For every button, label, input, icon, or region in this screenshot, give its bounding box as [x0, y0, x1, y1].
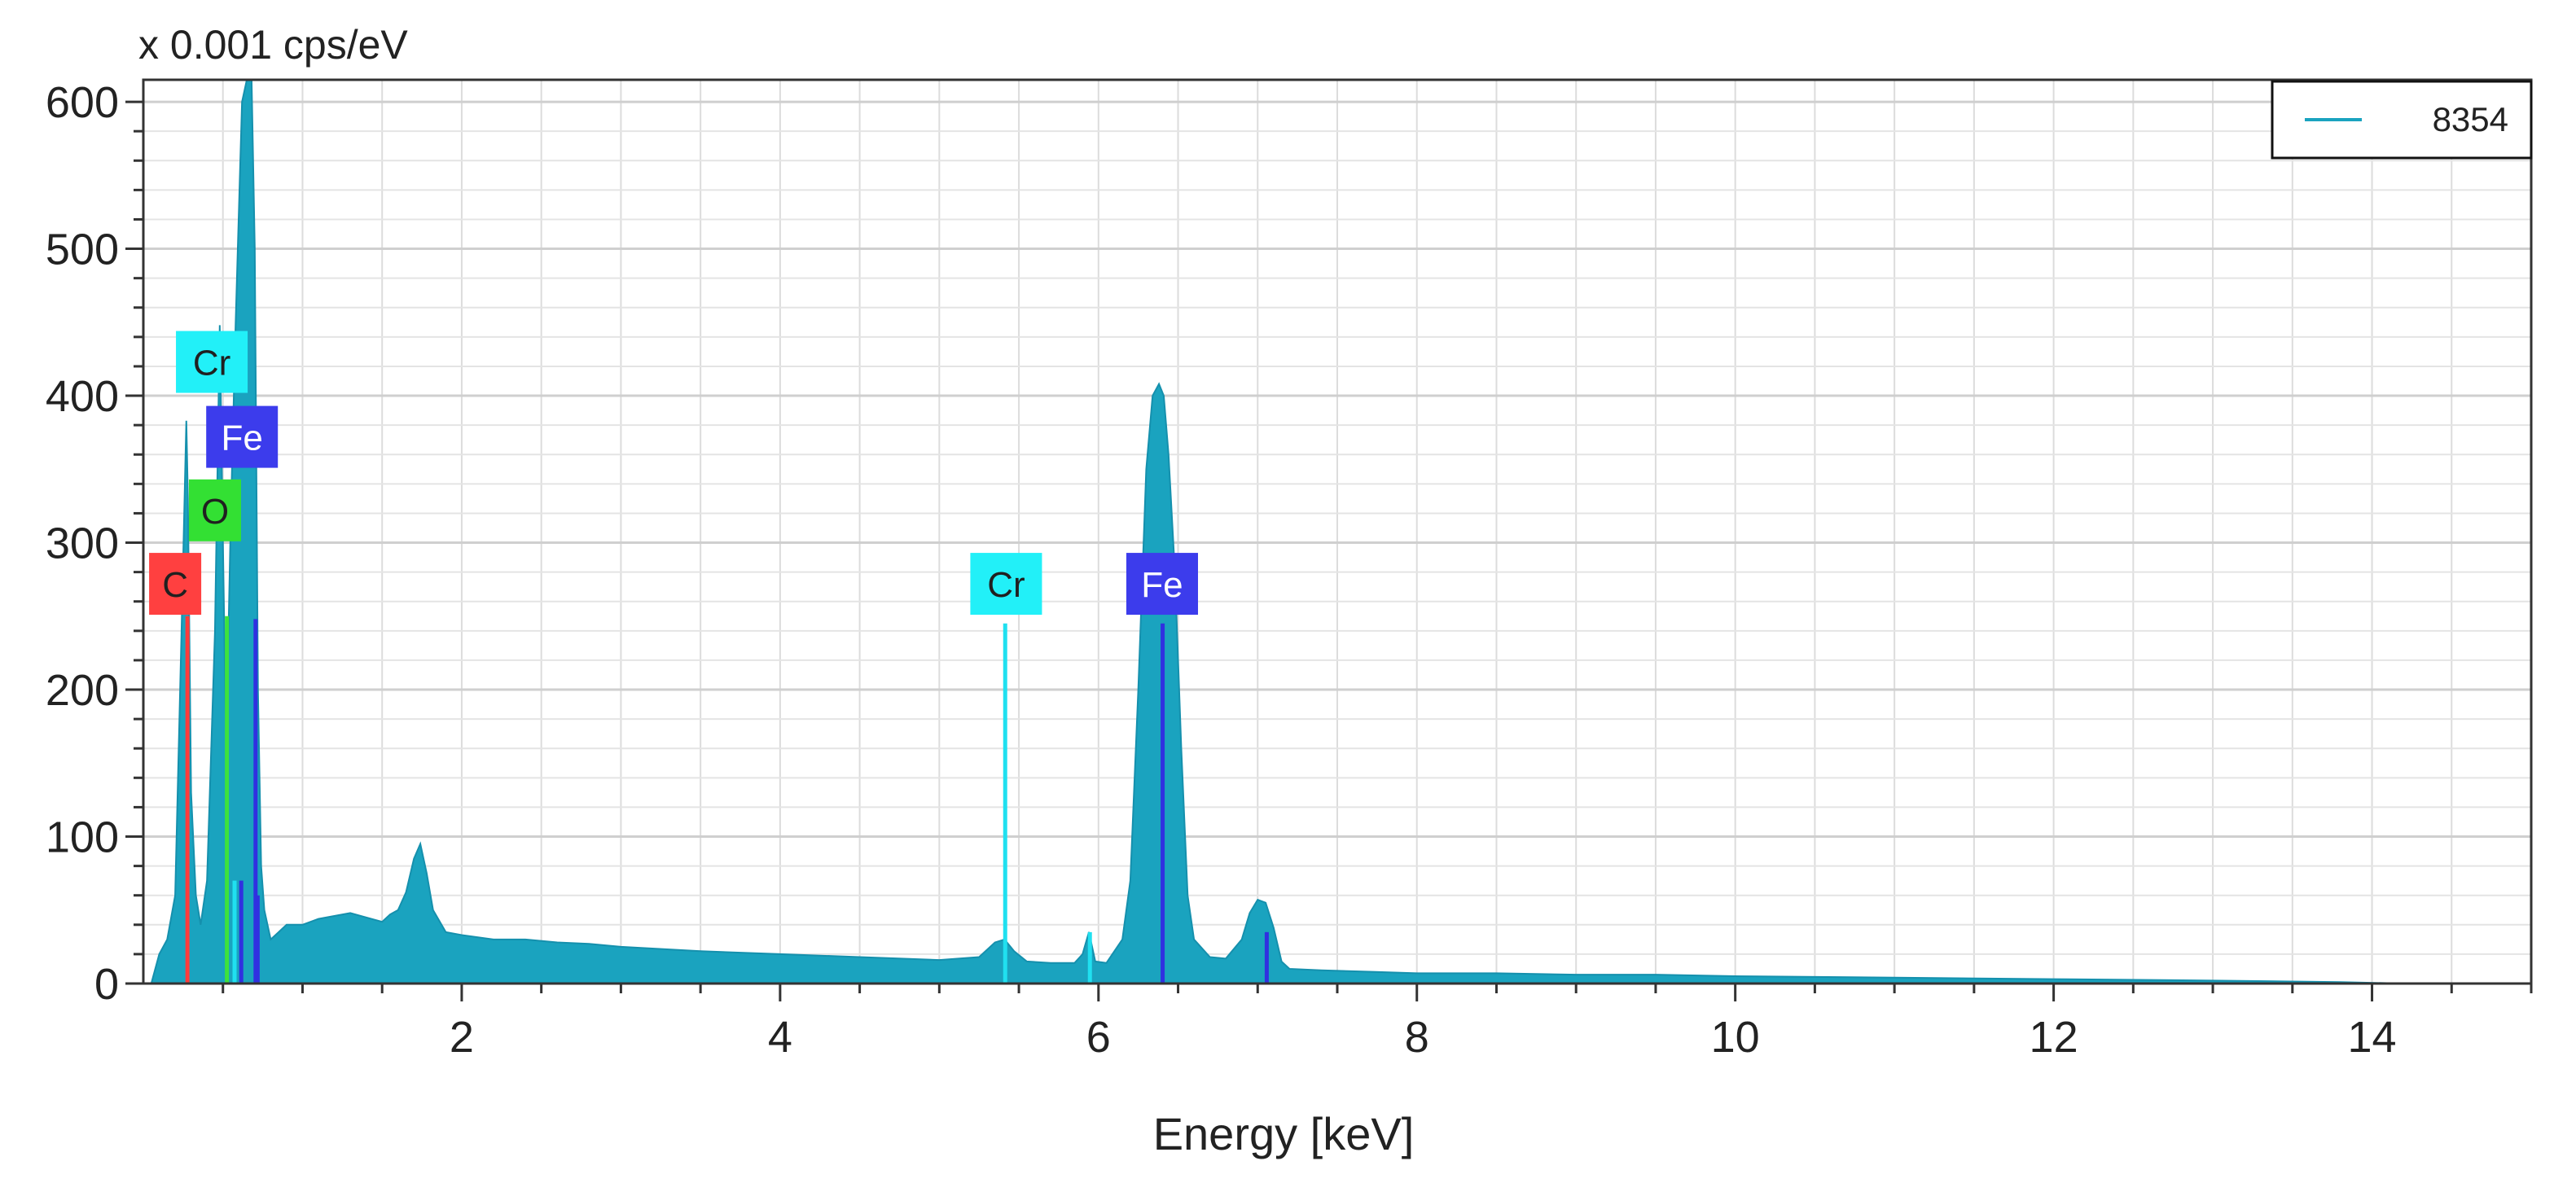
- element-label-box: [970, 553, 1042, 616]
- element-label-box: [188, 479, 241, 541]
- y-axis-label: x 0.001 cps/eV: [138, 22, 408, 68]
- y-tick-label: 500: [46, 226, 119, 274]
- element-label-box: [149, 553, 202, 616]
- x-tick-label: 10: [1711, 1013, 1760, 1062]
- y-tick-label: 300: [46, 519, 119, 568]
- x-tick-label: 8: [1405, 1013, 1429, 1062]
- element-label-box: [206, 405, 279, 468]
- element-labels: CO Cr Fe Cr Fe: [149, 331, 1198, 616]
- y-tick-label: 100: [46, 813, 119, 862]
- element-label-c: C: [149, 553, 202, 616]
- element-lines: [185, 616, 1269, 984]
- element-label-cr: Cr: [176, 331, 248, 393]
- element-label-text: Fe: [1141, 565, 1183, 605]
- element-label-text: Cr: [193, 344, 230, 383]
- y-tick-label: 400: [46, 372, 119, 421]
- x-tick-label: 14: [2347, 1013, 2396, 1062]
- legend-label: 8354: [2433, 100, 2508, 138]
- element-label-fe: Fe: [1126, 553, 1198, 616]
- element-label-box: [176, 331, 248, 393]
- x-tick-label: 2: [450, 1013, 474, 1062]
- series-area-8354: [150, 79, 2468, 984]
- y-tick-label: 600: [46, 78, 119, 127]
- x-tick-label: 6: [1086, 1013, 1111, 1062]
- element-label-o: O: [188, 479, 241, 541]
- y-tick-label: 200: [46, 666, 119, 715]
- axes: 2 4 6 8 10 12 14 0 100 200 300 400 500 600: [46, 78, 2533, 1062]
- element-label-cr: Cr: [970, 553, 1042, 616]
- grid: [143, 80, 2531, 984]
- x-axis-label: Energy [keV]: [1153, 1108, 1415, 1159]
- x-tick-label: 4: [768, 1013, 792, 1062]
- element-label-box: [1126, 553, 1198, 616]
- element-label-text: C: [162, 565, 188, 605]
- y-tick-label: 0: [94, 960, 119, 1009]
- element-label-text: Cr: [987, 565, 1025, 605]
- element-label-text: O: [201, 492, 229, 532]
- element-label-text: Fe: [222, 418, 263, 458]
- x-tick-label: 12: [2030, 1013, 2078, 1062]
- legend: 8354: [2271, 80, 2533, 160]
- element-label-fe: Fe: [206, 405, 279, 468]
- series-area: [150, 79, 2468, 984]
